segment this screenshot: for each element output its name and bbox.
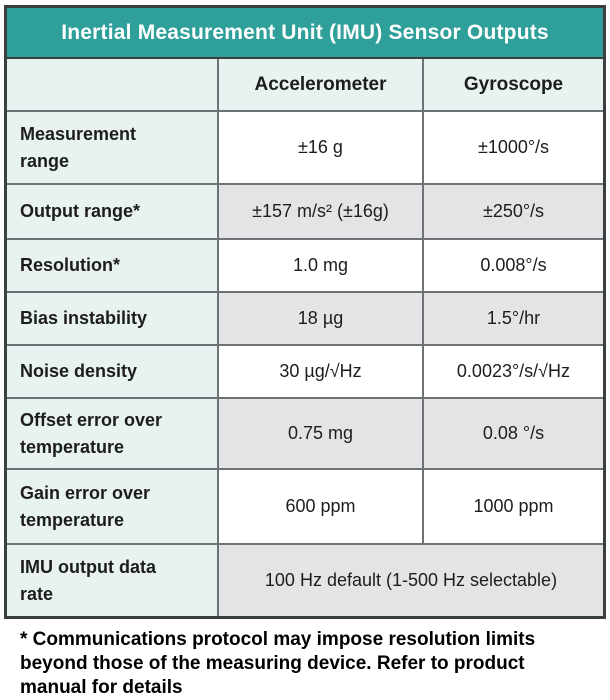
value-gain-error-gyroscope: 1000 ppm xyxy=(424,470,603,543)
row-label-output-range: Output range* xyxy=(7,185,217,238)
row-label-text: Gain error over temperature xyxy=(20,482,151,530)
value-offset-error-gyroscope: 0.08 °/s xyxy=(424,399,603,468)
value-noise-density-accelerometer: 30 µg/√Hz xyxy=(219,346,422,397)
column-header-accelerometer: Accelerometer xyxy=(219,59,422,110)
value-imu-output-data-rate: 100 Hz default (1-500 Hz selectable) xyxy=(219,545,603,616)
value-resolution-gyroscope: 0.008°/s xyxy=(424,240,603,291)
value-measurement-range-gyroscope: ±1000°/s xyxy=(424,112,603,183)
row-label-text: Offset error over temperature xyxy=(20,409,163,457)
row-label-text: Resolution* xyxy=(20,255,121,275)
row-label-text: Measurement range xyxy=(20,123,137,171)
column-header-gyroscope: Gyroscope xyxy=(424,59,603,110)
row-label-resolution: Resolution* xyxy=(7,240,217,291)
row-label-bias-instability: Bias instability xyxy=(7,293,217,344)
row-label-gain-error: Gain error over temperature xyxy=(7,470,217,543)
corner-cell xyxy=(7,59,217,110)
value-measurement-range-accelerometer: ±16 g xyxy=(219,112,422,183)
row-label-imu-output-data-rate: IMU output data rate xyxy=(7,545,217,616)
row-label-noise-density: Noise density xyxy=(7,346,217,397)
row-label-text: Noise density xyxy=(20,361,138,381)
spec-grid: Accelerometer Gyroscope Measurement rang… xyxy=(7,59,603,616)
footnote: * Communications protocol may impose res… xyxy=(20,629,536,698)
value-gain-error-accelerometer: 600 ppm xyxy=(219,470,422,543)
row-label-text: Bias instability xyxy=(20,308,148,328)
value-output-range-gyroscope: ±250°/s xyxy=(424,185,603,238)
row-label-measurement-range: Measurement range xyxy=(7,112,217,183)
value-resolution-accelerometer: 1.0 mg xyxy=(219,240,422,291)
row-label-offset-error: Offset error over temperature xyxy=(7,399,217,468)
value-bias-instability-gyroscope: 1.5°/hr xyxy=(424,293,603,344)
value-noise-density-gyroscope: 0.0023°/s/√Hz xyxy=(424,346,603,397)
table-title: Inertial Measurement Unit (IMU) Sensor O… xyxy=(7,8,603,59)
row-label-text: IMU output data rate xyxy=(20,556,156,604)
value-bias-instability-accelerometer: 18 µg xyxy=(219,293,422,344)
row-label-text: Output range* xyxy=(20,201,140,221)
value-output-range-accelerometer: ±157 m/s² (±16g) xyxy=(219,185,422,238)
imu-spec-table: Inertial Measurement Unit (IMU) Sensor O… xyxy=(4,5,606,619)
value-offset-error-accelerometer: 0.75 mg xyxy=(219,399,422,468)
